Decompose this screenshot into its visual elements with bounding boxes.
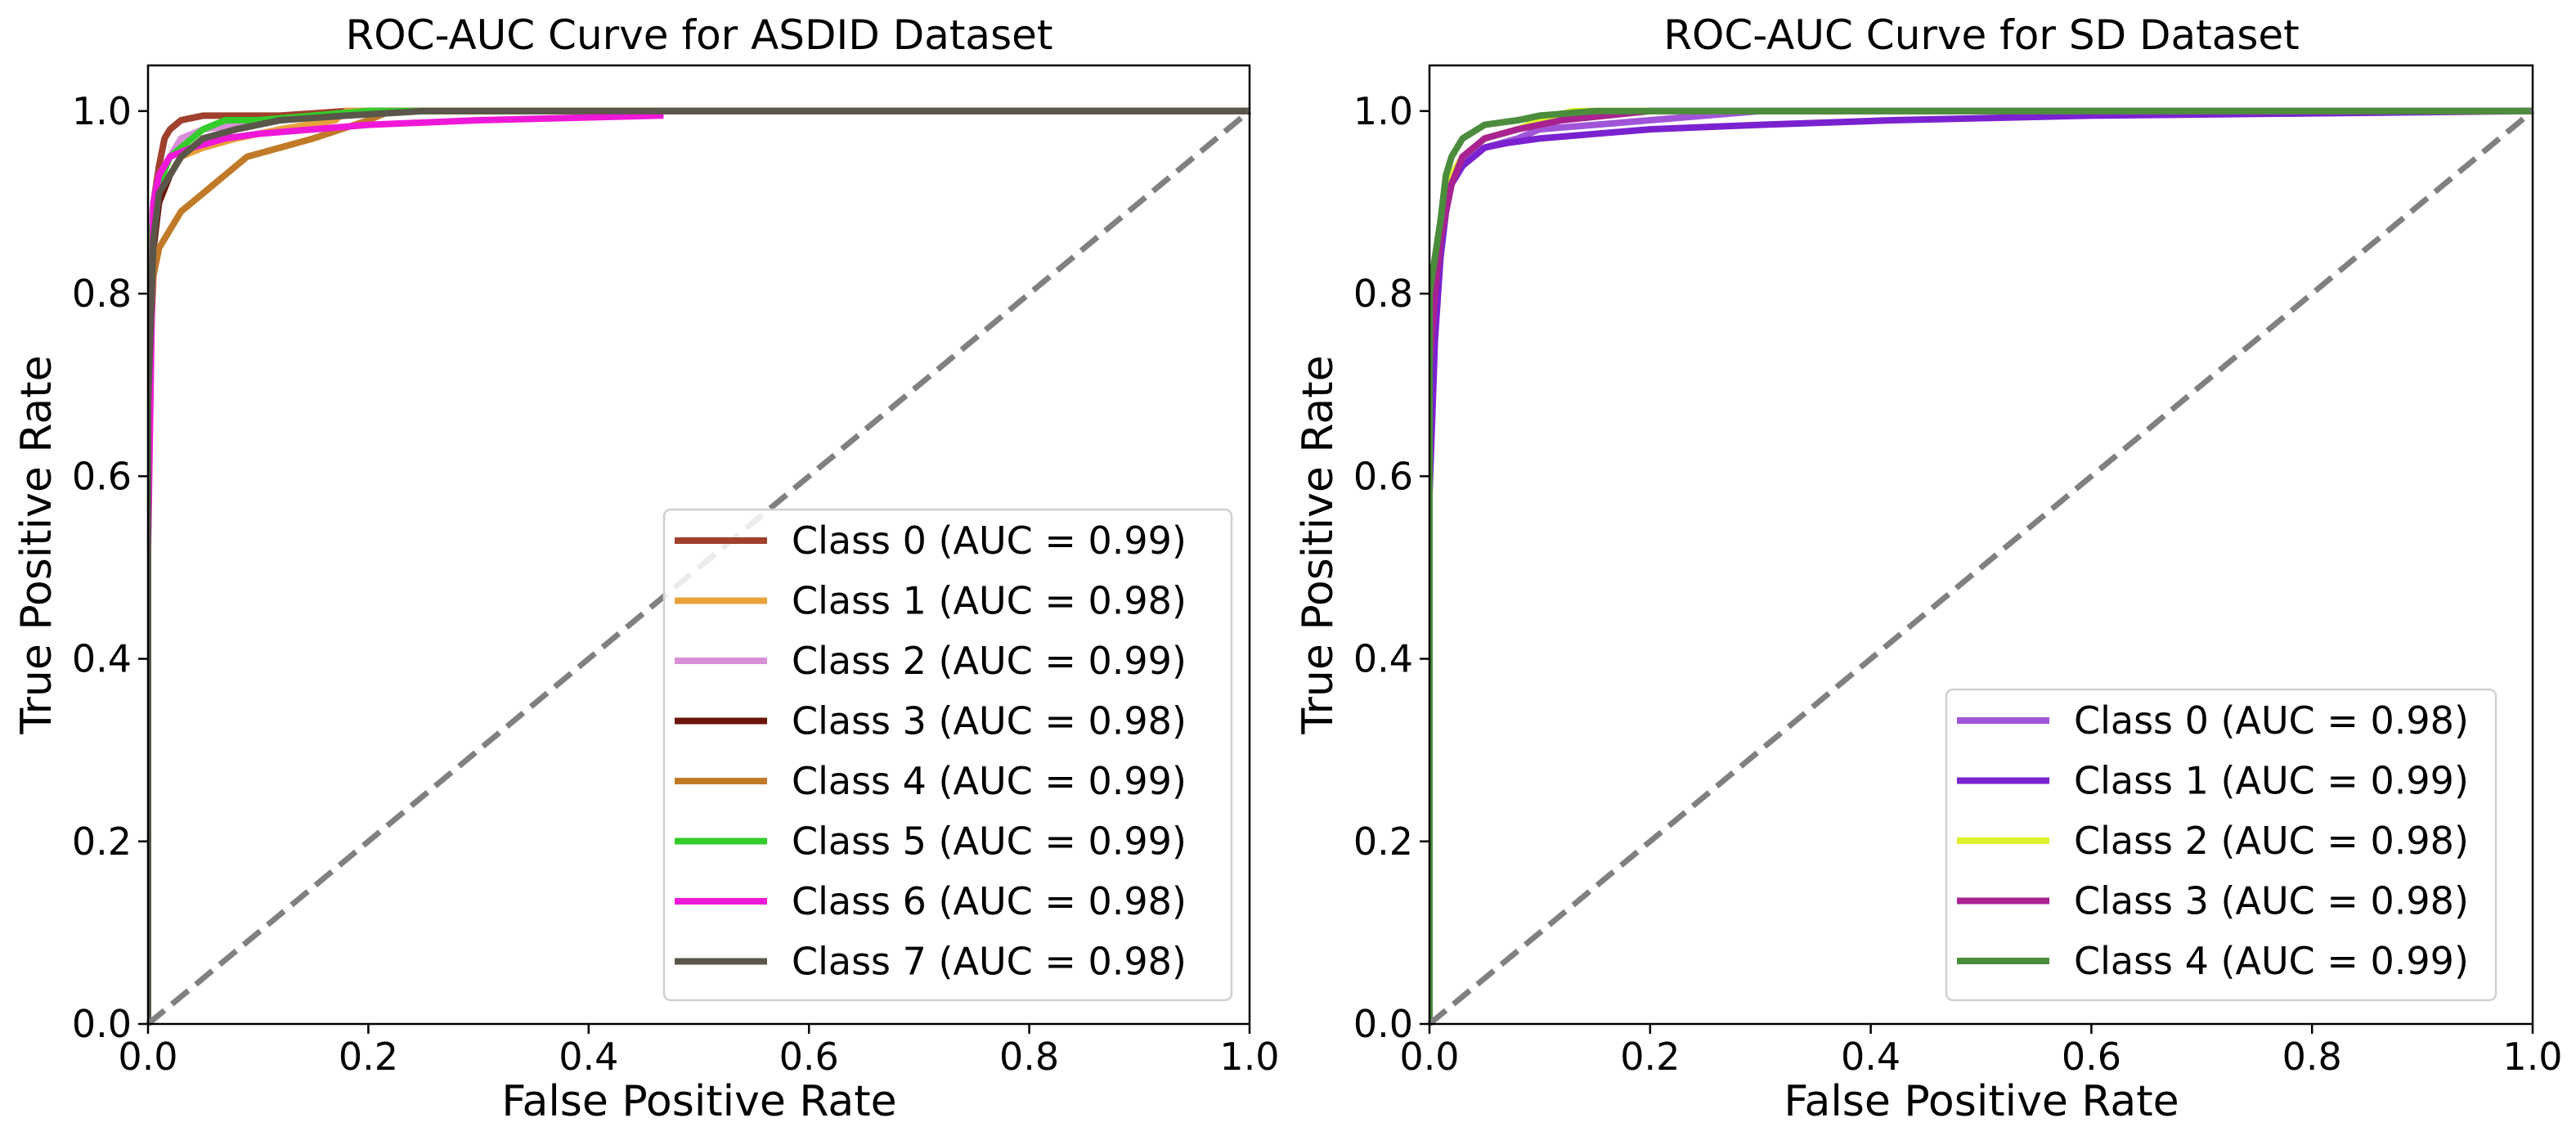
y-tick-label: 0.2 xyxy=(1353,819,1413,864)
x-tick-label: 0.4 xyxy=(559,1035,618,1079)
y-tick-label: 0.4 xyxy=(72,637,132,681)
y-tick-label: 0.4 xyxy=(1353,637,1413,681)
y-axis-label: True Positive Rate xyxy=(1294,355,1343,734)
x-ticks: 0.0 0.2 0.4 0.6 0.8 1.0 xyxy=(118,1024,1280,1079)
y-ticks: 0.0 0.2 0.4 0.6 0.8 1.0 xyxy=(72,89,148,1046)
series-line-class-7 xyxy=(148,107,1250,1024)
series-line-class-4 xyxy=(1429,107,2533,1024)
roc-chart-sd: ROC-AUC Curve for SD Dataset 0.0 0.2 0.4 0.… xyxy=(1294,11,2563,1126)
x-axis-label: False Positive Rate xyxy=(501,1077,896,1126)
legend-label-class-7: Class 7 (AUC = 0.98) xyxy=(792,940,1187,984)
legend-label-class-4: Class 4 (AUC = 0.99) xyxy=(792,759,1187,803)
chart-title: ROC-AUC Curve for SD Dataset xyxy=(1663,11,2300,59)
legend: Class 0 (AUC = 0.99) Class 1 (AUC = 0.98)… xyxy=(662,508,1233,1002)
series-layer xyxy=(1429,107,2533,1024)
y-tick-label: 0.2 xyxy=(72,819,132,864)
legend-label-class-2: Class 2 (AUC = 0.98) xyxy=(2074,819,2469,863)
x-tick-label: 1.0 xyxy=(2502,1035,2562,1079)
series-line-class-3 xyxy=(1429,107,2533,1024)
x-tick-label: 0.0 xyxy=(118,1035,177,1079)
x-tick-label: 1.0 xyxy=(1219,1035,1279,1079)
y-tick-label: 0.6 xyxy=(72,454,132,498)
x-tick-label: 0.2 xyxy=(1620,1035,1680,1079)
series-line-class-6 xyxy=(148,107,1250,1024)
plot-frame xyxy=(146,64,1251,1026)
x-tick-label: 0.6 xyxy=(2062,1035,2121,1079)
y-tick-label: 1.0 xyxy=(72,89,132,133)
series-layer xyxy=(148,107,1250,1024)
roc-chart-asdid: ROC-AUC Curve for ASDID Dataset 0.0 0.2 0.… xyxy=(12,11,1280,1126)
y-tick-label: 0.0 xyxy=(72,1002,132,1046)
y-tick-label: 0.6 xyxy=(1353,454,1413,498)
legend-label-class-0: Class 0 (AUC = 0.99) xyxy=(792,519,1187,563)
legend-label-class-6: Class 6 (AUC = 0.98) xyxy=(792,879,1187,923)
x-tick-label: 0.8 xyxy=(999,1035,1059,1079)
legend-label-class-5: Class 5 (AUC = 0.99) xyxy=(792,819,1187,864)
x-tick-label: 0.8 xyxy=(2282,1035,2342,1079)
legend-label-class-2: Class 2 (AUC = 0.99) xyxy=(792,639,1187,683)
y-ticks: 0.0 0.2 0.4 0.6 0.8 1.0 xyxy=(1353,89,1429,1046)
x-tick-label: 0.6 xyxy=(779,1035,839,1079)
y-tick-label: 0.0 xyxy=(1353,1002,1413,1046)
y-axis-label: True Positive Rate xyxy=(12,355,61,734)
legend-label-class-4: Class 4 (AUC = 0.99) xyxy=(2074,939,2469,983)
y-tick-label: 0.8 xyxy=(72,272,132,316)
legend-label-class-1: Class 1 (AUC = 0.99) xyxy=(2074,759,2469,803)
legend-label-class-3: Class 3 (AUC = 0.98) xyxy=(2074,879,2469,923)
legend: Class 0 (AUC = 0.98) Class 1 (AUC = 0.99)… xyxy=(1945,688,2497,1002)
x-tick-label: 0.0 xyxy=(1399,1035,1459,1079)
y-tick-label: 0.8 xyxy=(1353,272,1413,316)
legend-box xyxy=(662,508,1233,1002)
x-ticks: 0.0 0.2 0.4 0.6 0.8 1.0 xyxy=(1399,1024,2563,1079)
legend-label-class-3: Class 3 (AUC = 0.98) xyxy=(792,699,1187,743)
chance-diagonal xyxy=(1427,109,2535,1026)
x-tick-label: 0.4 xyxy=(1841,1035,1901,1079)
legend-label-class-0: Class 0 (AUC = 0.98) xyxy=(2074,698,2469,743)
x-axis-label: False Positive Rate xyxy=(1784,1077,2179,1126)
legend-label-class-1: Class 1 (AUC = 0.98) xyxy=(792,579,1187,623)
plot-frame xyxy=(1428,64,2534,1026)
chart-title: ROC-AUC Curve for ASDID Dataset xyxy=(346,11,1053,59)
x-tick-label: 0.2 xyxy=(339,1035,398,1079)
y-tick-label: 1.0 xyxy=(1353,89,1413,133)
legend-box xyxy=(1945,688,2497,1002)
